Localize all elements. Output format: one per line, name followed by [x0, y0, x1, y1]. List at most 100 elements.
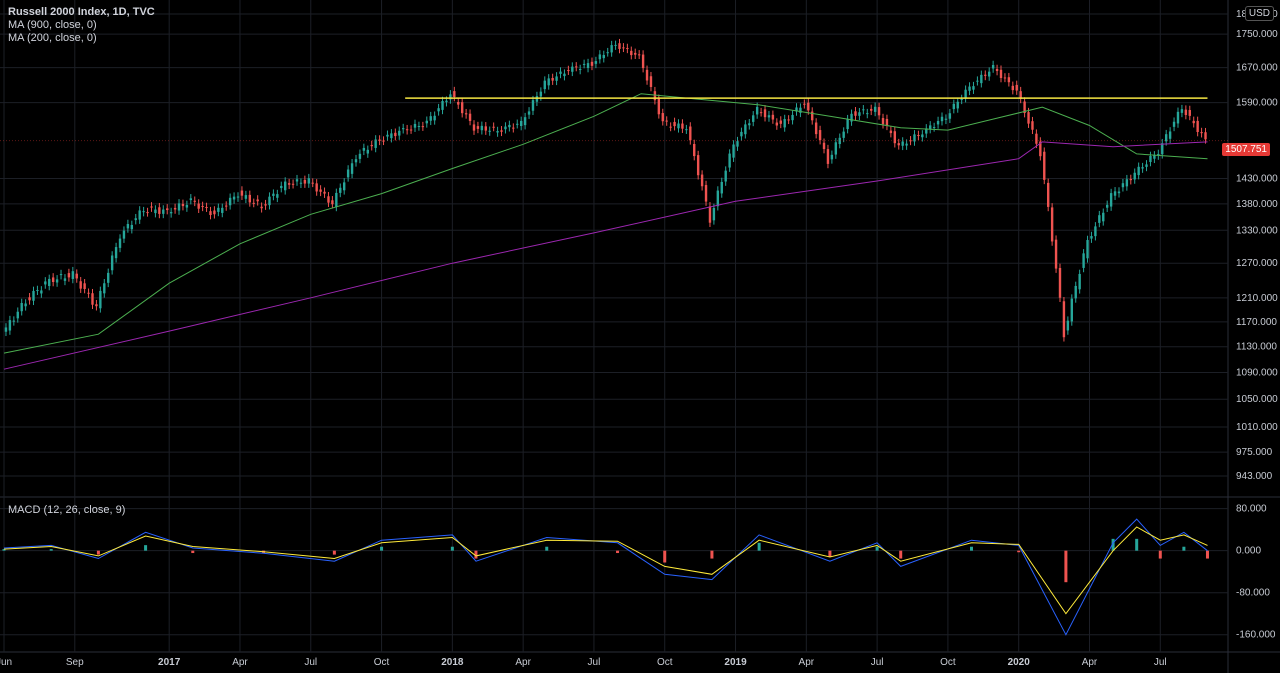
candle-body — [1164, 134, 1168, 142]
candle-body — [921, 134, 924, 138]
macd-histogram-bar — [1111, 538, 1115, 551]
candle-body — [1027, 112, 1030, 124]
candle-body — [433, 115, 436, 121]
candle-body — [696, 155, 700, 176]
candle-body — [1019, 91, 1022, 99]
candle-body — [1157, 153, 1160, 156]
candle-body — [508, 124, 511, 128]
candle-body — [166, 208, 169, 211]
candle-body — [75, 273, 78, 279]
macd-histogram-bar — [899, 550, 903, 559]
candle-body — [150, 206, 153, 208]
candle-body — [590, 61, 594, 66]
candle-body — [567, 70, 570, 72]
candle-body — [374, 139, 377, 148]
candle-body — [1204, 132, 1207, 140]
candle-body — [995, 69, 999, 71]
candle-body — [79, 281, 82, 289]
price-tick-label: 1430.000 — [1236, 173, 1278, 184]
candle-body — [134, 218, 137, 221]
candle-body — [783, 119, 786, 128]
candle-body — [189, 198, 193, 201]
candle-body — [645, 69, 649, 81]
candle-body — [641, 54, 645, 69]
candle-body — [657, 98, 661, 115]
candle-body — [594, 61, 598, 64]
candle-body — [1039, 141, 1042, 157]
time-tick-label: Apr — [1082, 657, 1098, 668]
candle-body — [476, 126, 480, 129]
candle-body — [59, 274, 63, 276]
candle-body — [885, 118, 889, 126]
candle-body — [980, 74, 983, 84]
candle-body — [299, 182, 303, 184]
candle-body — [307, 178, 311, 184]
macd-tick-label: -80.000 — [1236, 588, 1270, 599]
macd-histogram-bar — [144, 545, 148, 551]
candle-body — [185, 205, 189, 208]
macd-histogram-bar — [616, 550, 620, 554]
candle-body — [826, 149, 830, 164]
candle-body — [417, 125, 421, 127]
candle-body — [370, 145, 373, 147]
macd-histogram-bar — [1017, 550, 1021, 553]
candle-body — [240, 190, 244, 196]
candle-body — [114, 247, 118, 259]
candle-body — [181, 203, 185, 207]
candle-body — [818, 130, 822, 141]
candle-body — [940, 116, 944, 122]
candle-body — [12, 320, 16, 322]
candle-body — [315, 183, 318, 192]
macd-pane[interactable] — [2, 518, 1209, 636]
currency-button[interactable]: USD — [1244, 6, 1274, 21]
candle-body — [1023, 101, 1026, 114]
price-pane[interactable] — [0, 38, 1228, 370]
macd-histogram-bar — [710, 550, 714, 559]
candle-body — [755, 106, 759, 115]
candle-body — [720, 181, 723, 194]
candle-body — [63, 278, 67, 281]
candle-body — [822, 142, 826, 150]
candle-body — [280, 185, 283, 189]
candle-body — [519, 120, 523, 127]
candle-body — [830, 154, 834, 160]
candle-body — [107, 272, 110, 283]
candle-body — [944, 118, 948, 120]
candle-body — [870, 108, 873, 111]
candle-body — [972, 86, 975, 90]
time-tick-label: Jul — [871, 657, 884, 668]
candle-body — [999, 69, 1003, 78]
candle-body — [1109, 193, 1113, 207]
candle-body — [610, 45, 613, 53]
macd-line — [3, 518, 1208, 636]
candle-body — [55, 279, 59, 283]
candle-body — [449, 94, 452, 100]
candle-body — [901, 141, 904, 146]
candle-body — [339, 187, 342, 193]
candle-body — [586, 63, 590, 68]
candle-body — [539, 91, 543, 97]
time-tick-label: Jun — [0, 657, 12, 668]
candle-body — [51, 277, 55, 282]
price-tick-label: 1090.000 — [1236, 367, 1278, 378]
candle-body — [1161, 143, 1164, 155]
candle-body — [602, 54, 605, 59]
candle-body — [413, 123, 417, 128]
candle-body — [1172, 121, 1176, 127]
time-tick-label: 2017 — [158, 657, 181, 668]
candle-body — [83, 283, 86, 290]
candle-body — [390, 133, 393, 139]
candle-body — [319, 189, 322, 192]
candle-body — [803, 103, 806, 105]
candle-body — [225, 205, 228, 207]
candle-body — [1149, 155, 1152, 162]
candle-body — [614, 44, 617, 46]
candle-body — [929, 125, 932, 130]
macd-histogram-bar — [757, 542, 761, 551]
macd-histogram-bar — [450, 546, 454, 551]
time-tick-label: Sep — [66, 657, 84, 668]
candle-body — [382, 140, 385, 142]
candle-body — [1058, 267, 1062, 298]
time-tick-label: Apr — [515, 657, 531, 668]
